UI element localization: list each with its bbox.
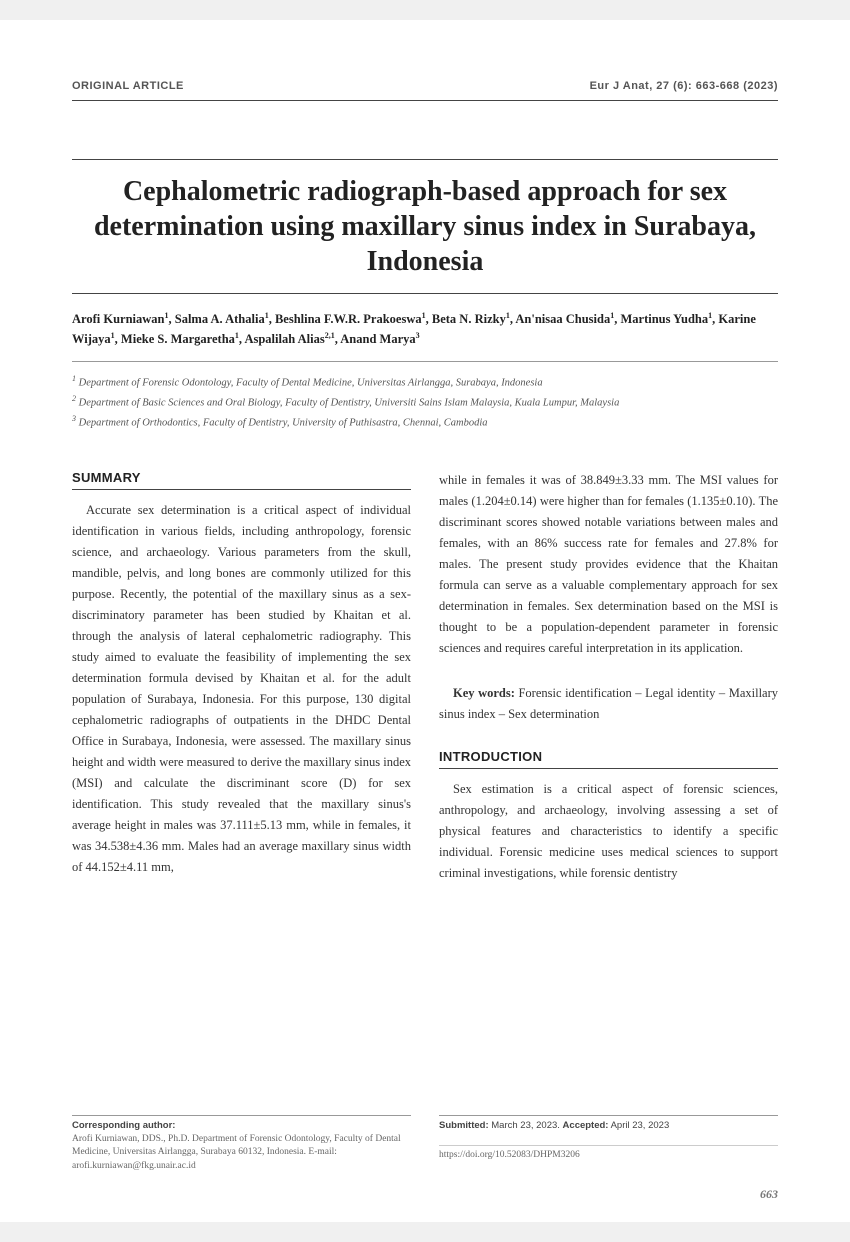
keywords-label: Key words: bbox=[453, 686, 515, 700]
submission-dates: Submitted: March 23, 2023. Accepted: Apr… bbox=[439, 1115, 778, 1131]
page-number: 663 bbox=[760, 1187, 778, 1202]
article-type: ORIGINAL ARTICLE bbox=[72, 80, 184, 92]
page: ORIGINAL ARTICLE Eur J Anat, 27 (6): 663… bbox=[0, 20, 850, 1222]
footer: Corresponding author: Arofi Kurniawan, D… bbox=[72, 1115, 778, 1174]
summary-heading: SUMMARY bbox=[72, 470, 411, 490]
submitted-date: March 23, 2023. bbox=[489, 1120, 563, 1131]
summary-text-col1: Accurate sex determination is a critical… bbox=[72, 500, 411, 878]
authors-list: Arofi Kurniawan1, Salma A. Athalia1, Bes… bbox=[72, 310, 778, 362]
footer-left: Corresponding author: Arofi Kurniawan, D… bbox=[72, 1115, 411, 1174]
introduction-text: Sex estimation is a critical aspect of f… bbox=[439, 779, 778, 884]
journal-citation: Eur J Anat, 27 (6): 663-668 (2023) bbox=[590, 80, 778, 92]
article-title: Cephalometric radiograph-based approach … bbox=[72, 159, 778, 294]
accepted-date: April 23, 2023 bbox=[608, 1120, 669, 1131]
corresponding-author-label: Corresponding author: bbox=[72, 1115, 411, 1131]
keywords: Key words: Forensic identification – Leg… bbox=[439, 683, 778, 725]
accepted-label: Accepted: bbox=[563, 1120, 609, 1131]
footer-right: Submitted: March 23, 2023. Accepted: Apr… bbox=[439, 1115, 778, 1174]
corresponding-author-text: Arofi Kurniawan, DDS., Ph.D. Department … bbox=[72, 1133, 411, 1174]
doi-link[interactable]: https://doi.org/10.52083/DHPM3206 bbox=[439, 1145, 778, 1160]
left-column: SUMMARY Accurate sex determination is a … bbox=[72, 470, 411, 884]
right-column: while in females it was of 38.849±3.33 m… bbox=[439, 470, 778, 884]
summary-text-col2: while in females it was of 38.849±3.33 m… bbox=[439, 470, 778, 659]
introduction-heading: INTRODUCTION bbox=[439, 749, 778, 769]
submitted-label: Submitted: bbox=[439, 1120, 489, 1131]
affiliations-list: 1 Department of Forensic Odontology, Fac… bbox=[72, 372, 778, 431]
running-header: ORIGINAL ARTICLE Eur J Anat, 27 (6): 663… bbox=[72, 80, 778, 101]
body-columns: SUMMARY Accurate sex determination is a … bbox=[72, 470, 778, 884]
